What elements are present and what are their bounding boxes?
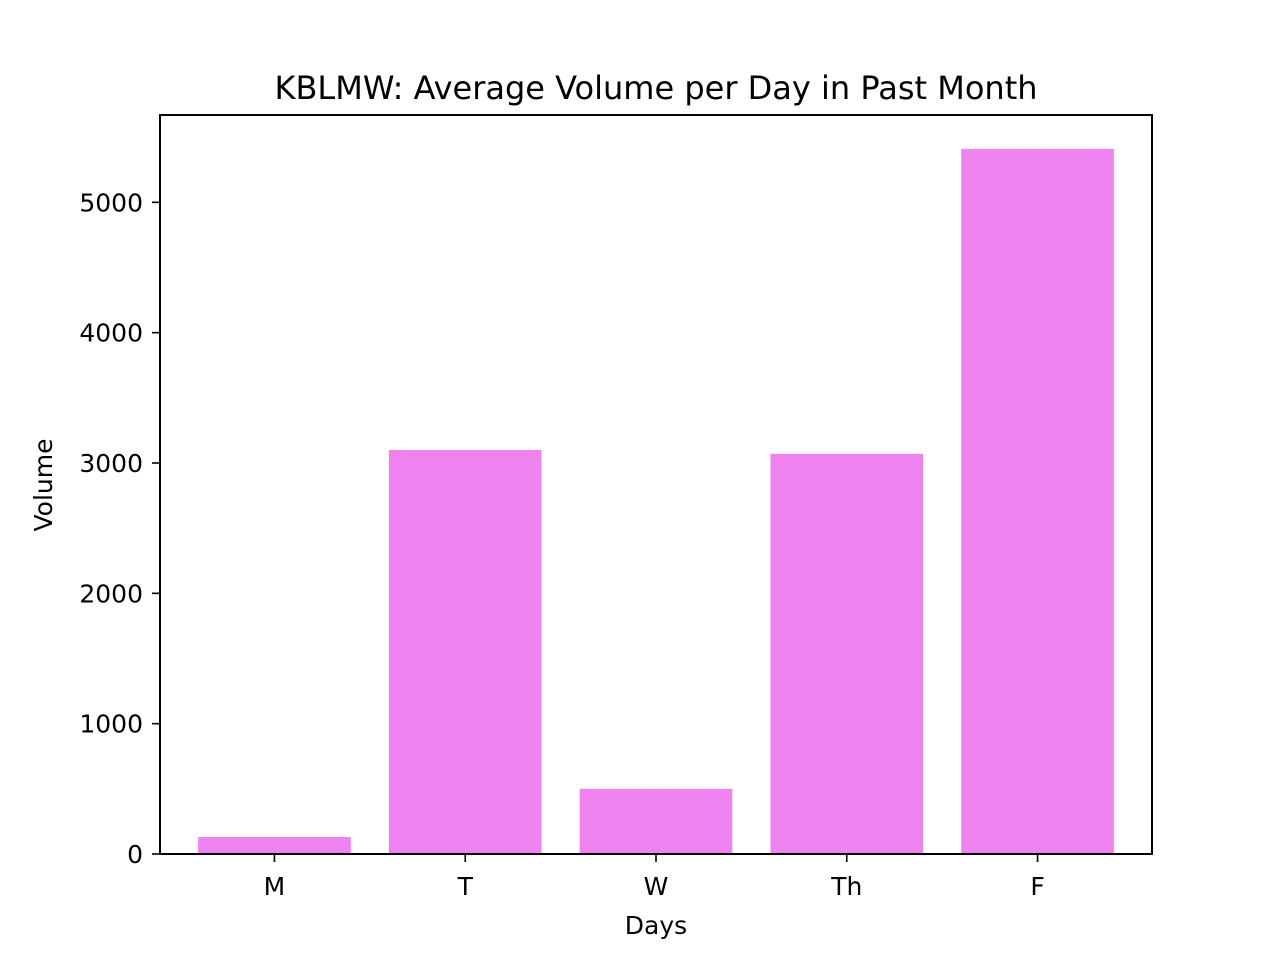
y-tick-label: 0 bbox=[127, 840, 143, 869]
x-axis-label: Days bbox=[625, 911, 687, 940]
x-tick-label: T bbox=[457, 872, 474, 901]
x-axis-ticks: M T W Th F bbox=[264, 854, 1045, 901]
x-tick-label: F bbox=[1030, 872, 1044, 901]
y-tick-label: 2000 bbox=[79, 579, 143, 608]
bar-w bbox=[579, 788, 733, 854]
bar-t bbox=[388, 449, 542, 854]
bar-m bbox=[198, 837, 351, 854]
y-tick-label: 4000 bbox=[79, 319, 143, 348]
y-axis-label: Volume bbox=[29, 439, 58, 532]
x-tick-label: M bbox=[264, 872, 286, 901]
x-tick-label: Th bbox=[830, 872, 862, 901]
bar-th bbox=[770, 453, 924, 854]
chart-title: KBLMW: Average Volume per Day in Past Mo… bbox=[274, 69, 1037, 107]
y-tick-label: 5000 bbox=[79, 188, 143, 217]
bars-group bbox=[198, 148, 1114, 854]
y-axis-ticks: 0 1000 2000 3000 4000 5000 bbox=[79, 188, 160, 869]
y-tick-label: 3000 bbox=[79, 449, 143, 478]
x-tick-label: W bbox=[644, 872, 669, 901]
y-tick-label: 1000 bbox=[79, 710, 143, 739]
bar-f bbox=[961, 148, 1114, 854]
plot-area-frame bbox=[159, 114, 1153, 855]
